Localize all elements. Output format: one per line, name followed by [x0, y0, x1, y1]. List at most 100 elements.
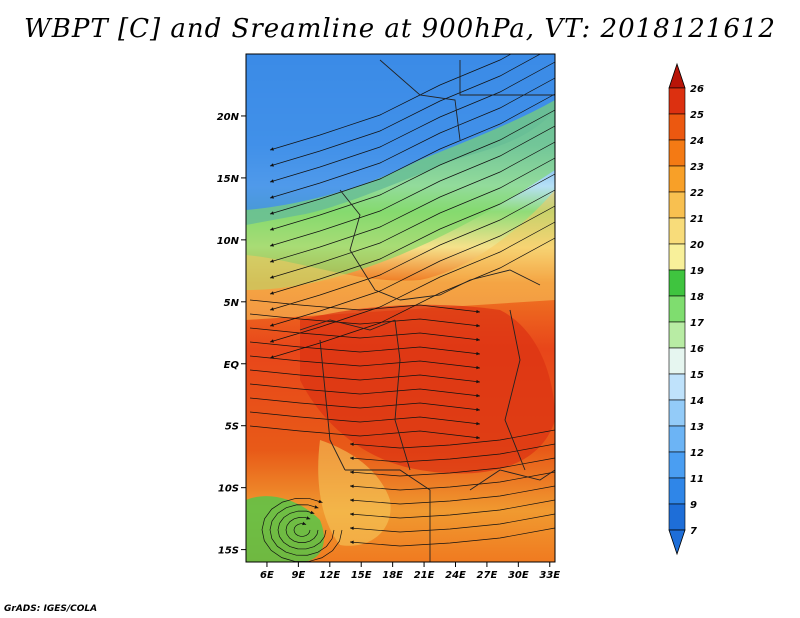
colorbar-label: 23	[690, 162, 704, 173]
lon-tick-label: 9E	[291, 570, 305, 581]
streamline-arrow	[306, 516, 311, 520]
streamline	[269, 173, 555, 295]
lat-tick-label: 5S	[225, 422, 239, 433]
lon-tick-label: 24E	[445, 570, 466, 581]
streamline	[249, 383, 481, 397]
streamline	[249, 411, 481, 425]
colorbar-segment	[668, 139, 686, 167]
streamline-arrow	[476, 393, 480, 398]
streamline	[269, 189, 555, 311]
streamline-arrow	[350, 442, 354, 447]
lon-tick-label: 30E	[508, 570, 529, 581]
yellow-band	[246, 190, 555, 320]
map-field	[246, 54, 555, 562]
colorbar-segment	[668, 373, 686, 401]
streamline-arrow	[270, 163, 274, 167]
colorbar-label: 22	[690, 188, 704, 199]
lon-tick-label: 18E	[382, 570, 403, 581]
streamline-arrow	[476, 365, 480, 370]
colorbar-max-arrow	[668, 62, 686, 89]
streamline-arrow	[476, 379, 480, 384]
streamline-arrow	[350, 484, 354, 489]
streamline	[249, 327, 481, 341]
streamline	[349, 527, 555, 547]
streamline-arrow	[302, 521, 307, 526]
streamline	[261, 498, 343, 562]
streamline-arrow	[476, 435, 480, 440]
lat-tick-label: EQ	[224, 360, 240, 371]
streamline	[249, 341, 481, 355]
streamline-arrow	[270, 307, 274, 311]
streamline-arrow	[270, 259, 274, 263]
streamline	[269, 504, 335, 556]
colorbar-label: 13	[690, 422, 704, 433]
country-borders	[299, 59, 555, 562]
colorbar-label: 11	[690, 474, 704, 485]
map-frame	[245, 53, 556, 563]
streamline-arrow	[350, 526, 354, 531]
colorbar-label: 18	[690, 292, 704, 303]
lon-tick-label: 21E	[414, 570, 435, 581]
streamline	[349, 457, 555, 477]
colorbar-segment	[668, 217, 686, 245]
colorbar-segment	[668, 269, 686, 297]
streamline-arrow	[314, 505, 319, 509]
warm-core	[300, 304, 555, 474]
colorbar-segment	[668, 503, 686, 531]
streamline	[349, 443, 555, 463]
colorbar-segment	[668, 243, 686, 271]
streamline-arrow	[476, 337, 480, 342]
streamline-arrow	[476, 407, 480, 412]
colorbar-label: 24	[690, 136, 704, 147]
colorbar-segment	[668, 165, 686, 193]
streamline	[269, 157, 555, 279]
lon-tick-label: 6E	[260, 570, 274, 581]
streamline	[269, 205, 555, 327]
streamlines	[249, 54, 555, 562]
streamline	[349, 499, 555, 519]
colorbar-label: 25	[690, 110, 704, 121]
streamline	[269, 77, 555, 199]
streamline	[249, 299, 481, 313]
streamline-arrow	[476, 421, 480, 426]
colorbar-label: 21	[690, 214, 704, 225]
streamline-arrow	[270, 339, 274, 343]
colorbar-label: 7	[690, 526, 697, 537]
streamline	[249, 355, 481, 369]
longitude-axis: 6E 9E 12E 15E 18E 21E 24E 27E 30E 33E	[260, 562, 560, 581]
colorbar-label: 19	[690, 266, 704, 277]
lon-tick-label: 12E	[319, 570, 340, 581]
colorbar-label: 14	[690, 396, 704, 407]
colorbar-segment	[668, 321, 686, 349]
streamline	[277, 510, 327, 550]
streamline-arrow	[476, 351, 480, 356]
colorbar-label: 9	[690, 500, 697, 511]
streamline	[285, 517, 319, 543]
lat-tick-label: 20N	[217, 112, 240, 123]
streamline-arrow	[270, 227, 274, 231]
colorbar: 26 25 24 23 22 21 20 19 18 17 16 15 14 13 12 11 9 7	[668, 62, 704, 556]
streamline	[269, 237, 555, 359]
streamline-arrow	[350, 456, 354, 461]
streamline-arrow	[270, 323, 274, 327]
lat-tick-label: 15S	[218, 546, 239, 557]
lon-tick-label: 27E	[477, 570, 498, 581]
streamline-arrow	[318, 499, 323, 504]
colorbar-label: 26	[690, 84, 704, 95]
streamline-arrow	[476, 309, 480, 314]
colorbar-segment	[668, 191, 686, 219]
streamline	[249, 369, 481, 383]
streamline	[269, 109, 555, 231]
streamline	[349, 513, 555, 533]
latitude-axis: 20N 15N 10N 5N EQ 5S 10S 15S	[217, 112, 246, 557]
streamline-arrow	[476, 323, 480, 328]
yellow-south	[318, 440, 391, 546]
colorbar-segment	[668, 399, 686, 427]
streamline	[349, 485, 555, 505]
lon-tick-label: 33E	[539, 570, 560, 581]
streamline-arrow	[350, 498, 354, 503]
colorbar-segment	[668, 347, 686, 375]
colorbar-segment	[668, 295, 686, 323]
green-band	[246, 100, 555, 290]
streamline	[293, 523, 311, 537]
